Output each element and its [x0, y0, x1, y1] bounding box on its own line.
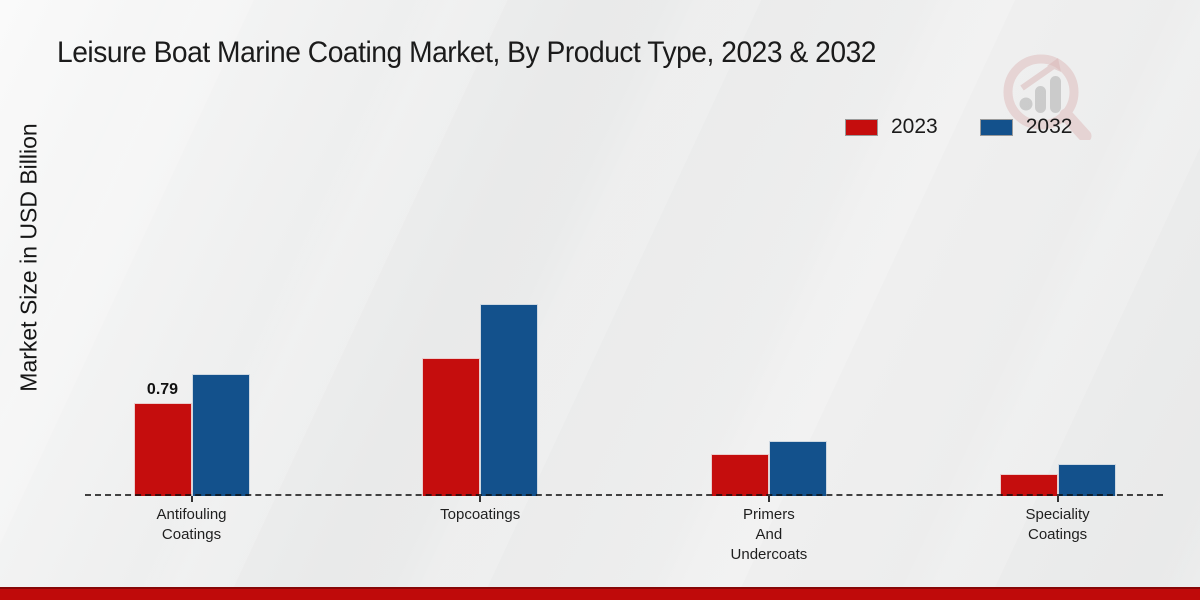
chart-title: Leisure Boat Marine Coating Market, By P…	[57, 36, 877, 69]
bar-2032-4	[1057, 464, 1116, 496]
category-label-4: Speciality Coatings	[1025, 506, 1090, 543]
axis-tick	[190, 496, 193, 502]
legend-label-2023: 2023	[891, 115, 938, 138]
axis-tick	[767, 496, 770, 502]
bar-value-label: 0.79	[146, 381, 179, 398]
axis-tick	[1056, 496, 1059, 502]
legend: 2023 2032	[845, 115, 1072, 139]
bar-2032-2	[480, 304, 539, 496]
x-axis-baseline: Antifouling Coatings Topcoatings Primers A…	[85, 494, 1163, 563]
bar-2023-2	[422, 358, 481, 496]
category-label-1: Antifouling Coatings	[156, 506, 227, 543]
bar-2023-3	[710, 454, 769, 496]
legend-swatch-2023	[845, 118, 878, 136]
footer-accent-bar	[0, 587, 1200, 600]
legend-swatch-2032	[979, 118, 1013, 136]
legend-item-2023: 2023	[845, 115, 938, 139]
bar-2023-4	[999, 474, 1058, 496]
market-research-watermark-icon	[1003, 54, 1092, 140]
legend-item-2032: 2032	[979, 115, 1073, 139]
bar-2032-1	[191, 374, 250, 496]
category-label-3: Primers And Undercoats	[730, 506, 808, 563]
bar-2023-1	[133, 403, 192, 496]
y-axis-label: Market Size in USD Billion	[15, 123, 42, 392]
legend-label-2032: 2032	[1025, 115, 1073, 138]
category-label-2: Topcoatings	[440, 506, 521, 523]
axis-tick	[479, 496, 482, 502]
bar-2032-3	[768, 441, 827, 496]
